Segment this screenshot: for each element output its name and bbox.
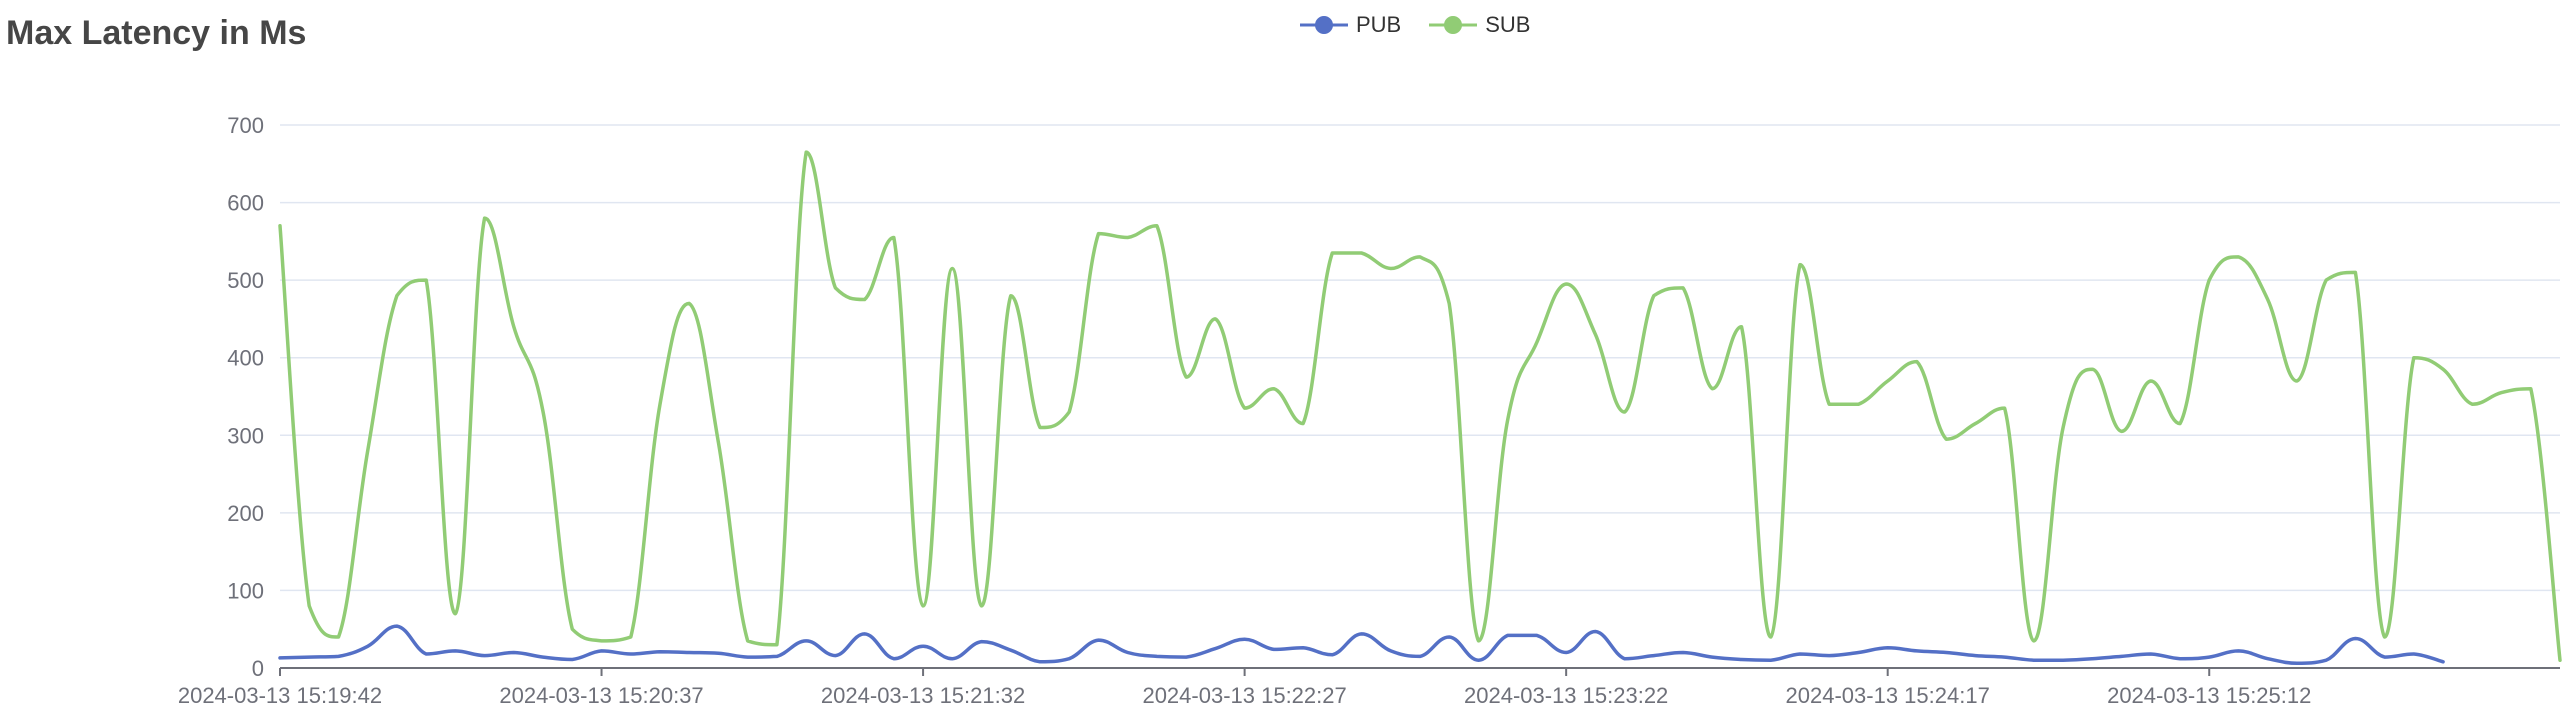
y-tick-label-200: 200 (227, 501, 264, 526)
legend-label-sub: SUB (1485, 12, 1531, 37)
y-tick-label-600: 600 (227, 191, 264, 216)
legend-item-sub[interactable]: SUB (1429, 12, 1531, 38)
x-tick-label-6: 2024-03-13 15:25:12 (2107, 683, 2311, 708)
y-tick-label-300: 300 (227, 423, 264, 448)
chart-legend: PUB SUB (1300, 12, 1559, 38)
legend-swatch-sub (1429, 16, 1478, 34)
y-tick-label-400: 400 (227, 346, 264, 371)
x-tick-label-1: 2024-03-13 15:20:37 (499, 683, 703, 708)
series-line-sub[interactable] (278, 150, 2562, 662)
y-tick-label-700: 700 (227, 113, 264, 138)
x-tick-label-3: 2024-03-13 15:22:27 (1142, 683, 1346, 708)
x-tick-label-2: 2024-03-13 15:21:32 (821, 683, 1025, 708)
x-tick-label-0: 2024-03-13 15:19:42 (178, 683, 382, 708)
legend-label-pub: PUB (1356, 12, 1402, 37)
y-tick-label-100: 100 (227, 578, 264, 603)
chart-title: Max Latency in Ms (6, 14, 307, 52)
legend-item-pub[interactable]: PUB (1300, 12, 1401, 38)
x-tick-label-4: 2024-03-13 15:23:22 (1464, 683, 1668, 708)
x-tick-label-5: 2024-03-13 15:24:17 (1786, 683, 1990, 708)
y-tick-label-500: 500 (227, 268, 264, 293)
series-line-pub[interactable] (278, 624, 2445, 666)
y-tick-label-0: 0 (252, 656, 264, 681)
legend-swatch-pub (1300, 16, 1348, 34)
